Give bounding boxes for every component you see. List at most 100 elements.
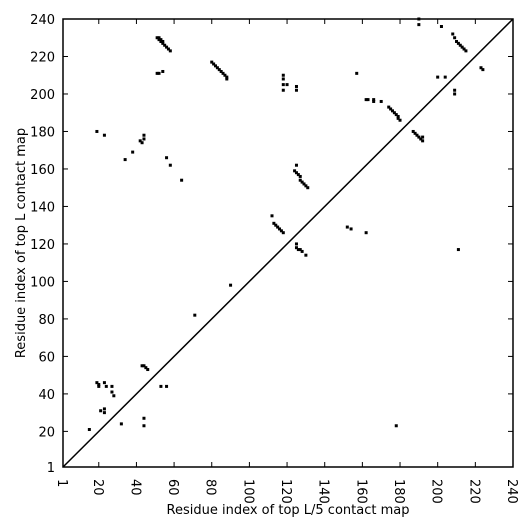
x-tick-label: 180: [391, 479, 406, 504]
contact-point: [157, 36, 161, 40]
contact-point: [419, 137, 423, 141]
contact-point: [389, 107, 393, 111]
contact-point: [456, 248, 460, 252]
plot-frame: [62, 18, 514, 468]
contact-point: [394, 113, 398, 117]
x-tick-label: 40: [127, 479, 142, 496]
contact-point: [159, 38, 163, 42]
x-tick-label: 220: [466, 479, 481, 504]
contact-point: [396, 114, 400, 118]
contact-point: [165, 384, 169, 388]
contact-point: [294, 163, 298, 167]
y-tick-label: 40: [38, 388, 55, 403]
contact-point: [394, 424, 398, 428]
contact-point: [102, 407, 106, 411]
contact-point: [417, 23, 421, 27]
contact-point: [272, 221, 276, 225]
contact-point: [415, 133, 419, 137]
contact-point: [140, 141, 144, 145]
contact-point: [302, 182, 306, 186]
contact-point: [439, 24, 443, 28]
contact-point: [372, 98, 376, 102]
contact-point: [281, 83, 285, 87]
contact-point: [168, 163, 172, 167]
contact-point: [270, 214, 274, 218]
y-tick-label: 140: [30, 200, 55, 215]
contact-point: [294, 242, 298, 246]
contact-point: [229, 283, 233, 287]
x-tick-label: 120: [278, 479, 293, 504]
contact-point: [221, 71, 225, 75]
contact-point: [142, 424, 146, 428]
contact-point: [379, 99, 383, 103]
contact-point: [306, 186, 310, 190]
contact-point: [294, 171, 298, 175]
contact-point: [411, 129, 415, 133]
contact-point: [417, 135, 421, 139]
contact-point: [294, 246, 298, 250]
contact-point: [165, 45, 169, 49]
contact-point: [276, 225, 280, 229]
contact-point: [345, 225, 349, 229]
contact-point: [225, 75, 229, 79]
contact-point: [97, 384, 101, 388]
contact-point: [193, 313, 197, 317]
x-tick-label: 1: [54, 479, 69, 487]
contact-point: [451, 32, 455, 36]
contact-point: [102, 133, 106, 137]
contact-point: [281, 231, 285, 235]
contact-point: [294, 84, 298, 88]
contact-point: [456, 41, 460, 45]
contact-point: [453, 92, 457, 96]
contact-point: [146, 368, 150, 372]
contact-point: [95, 129, 99, 133]
contact-point: [436, 75, 440, 79]
contact-point: [155, 36, 159, 40]
x-tick-label: 200: [429, 479, 444, 504]
y-tick-label: 240: [30, 13, 55, 28]
contact-point: [131, 150, 135, 154]
x-tick-label: 240: [504, 479, 519, 504]
contact-point: [281, 73, 285, 77]
x-tick-label: 60: [165, 479, 180, 496]
contact-point: [212, 62, 216, 66]
contact-point: [453, 36, 457, 40]
contact-point: [168, 49, 172, 53]
x-tick-label: 100: [240, 479, 255, 504]
contact-point: [421, 135, 425, 139]
contact-point: [155, 71, 159, 75]
x-tick-label: 140: [316, 479, 331, 504]
y-tick-label: 160: [30, 163, 55, 178]
contact-point: [413, 131, 417, 135]
contact-point: [165, 156, 169, 160]
y-tick-label: 60: [38, 350, 55, 365]
contact-point: [142, 416, 146, 420]
contact-point: [281, 77, 285, 81]
contact-point: [294, 88, 298, 92]
contact-point: [97, 383, 101, 387]
contact-point: [364, 231, 368, 235]
diagonal-line: [62, 18, 514, 468]
contact-point: [278, 227, 282, 231]
contact-point: [443, 75, 447, 79]
contact-point: [293, 169, 297, 173]
contact-point: [144, 366, 148, 370]
contact-point: [398, 118, 402, 122]
contact-point: [479, 66, 483, 70]
contact-point: [274, 223, 278, 227]
contact-point: [396, 116, 400, 120]
contact-point: [453, 88, 457, 92]
contact-point: [296, 248, 300, 252]
contact-point: [142, 133, 146, 137]
contact-point: [95, 381, 99, 385]
y-tick-label: 100: [30, 275, 55, 290]
contact-point: [223, 73, 227, 77]
contact-point: [281, 88, 285, 92]
contact-point: [460, 45, 464, 49]
contact-point: [159, 39, 163, 43]
y-tick-label: 80: [38, 313, 55, 328]
contact-point: [110, 390, 114, 394]
y-tick-label: 20: [38, 425, 55, 440]
contact-point: [161, 41, 165, 45]
contact-point: [87, 428, 91, 432]
